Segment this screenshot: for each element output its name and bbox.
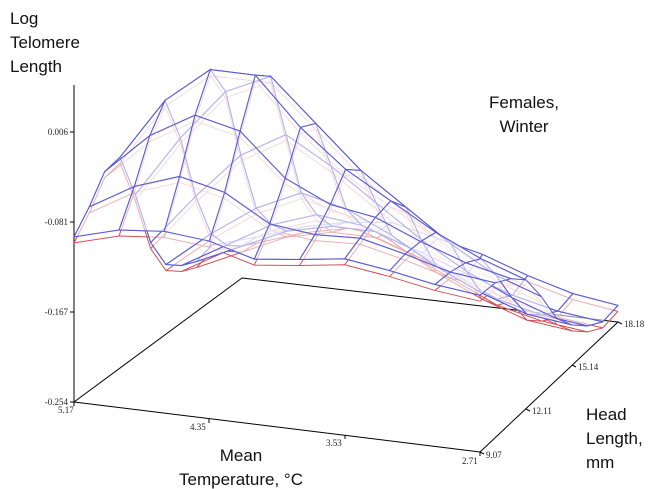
x-tick-labels: 5.17 4.35 3.53 2.71 <box>58 405 478 466</box>
annotation-line: Females, <box>489 93 559 112</box>
z-tick-label: 0.006 <box>48 127 69 137</box>
x-tick-label: 5.17 <box>58 405 74 415</box>
y-tick-label: 12.11 <box>532 406 552 416</box>
axes <box>73 85 619 453</box>
x-tick-label: 3.53 <box>326 438 342 448</box>
surface-top-mesh <box>73 68 619 327</box>
z-axis-title: Log Telomere Length <box>10 9 80 76</box>
x-axis-title-line: Temperature, °C <box>179 470 303 489</box>
y-axis-title-line: Length, <box>586 429 643 448</box>
z-tick-label: -0.167 <box>45 307 69 317</box>
x-axis-title: Mean Temperature, °C <box>179 446 303 489</box>
x-tick-label: 2.71 <box>462 456 478 466</box>
z-tick-label: -0.081 <box>45 217 68 227</box>
annotation-line: Winter <box>499 117 548 136</box>
y-axis-line <box>479 321 619 453</box>
z-axis-title-line: Telomere <box>10 33 80 52</box>
y-tick-mark <box>617 321 623 325</box>
chart-annotation: Females, Winter <box>489 93 559 136</box>
surface-quad <box>433 271 497 296</box>
y-tick-mark <box>479 451 485 455</box>
tick-marks <box>70 131 623 456</box>
x-axis-title-line: Mean <box>220 446 263 465</box>
x-axis-line <box>73 401 481 453</box>
z-tick-label: -0.254 <box>45 397 69 407</box>
x-tick-label: 4.35 <box>190 422 206 432</box>
y-axis-title-line: Head <box>586 405 627 424</box>
z-axis-title-line: Length <box>10 57 62 76</box>
under-mesh-line-const-y <box>73 235 481 302</box>
z-tick-labels: -0.254 -0.167 -0.081 0.006 <box>45 127 69 407</box>
y-tick-label: 18.18 <box>624 319 645 329</box>
z-axis-title-line: Log <box>10 9 38 28</box>
y-tick-label: 9.07 <box>486 450 502 460</box>
y-tick-mark <box>571 364 577 368</box>
surface-fill <box>73 68 619 327</box>
y-tick-label: 15.14 <box>578 362 599 372</box>
back-axis-line <box>73 277 243 403</box>
y-axis-title-line: mm <box>586 453 614 472</box>
y-tick-mark <box>525 408 531 412</box>
y-tick-labels: 9.07 12.11 15.14 18.18 <box>486 319 645 460</box>
y-axis-title: Head Length, mm <box>586 405 643 472</box>
